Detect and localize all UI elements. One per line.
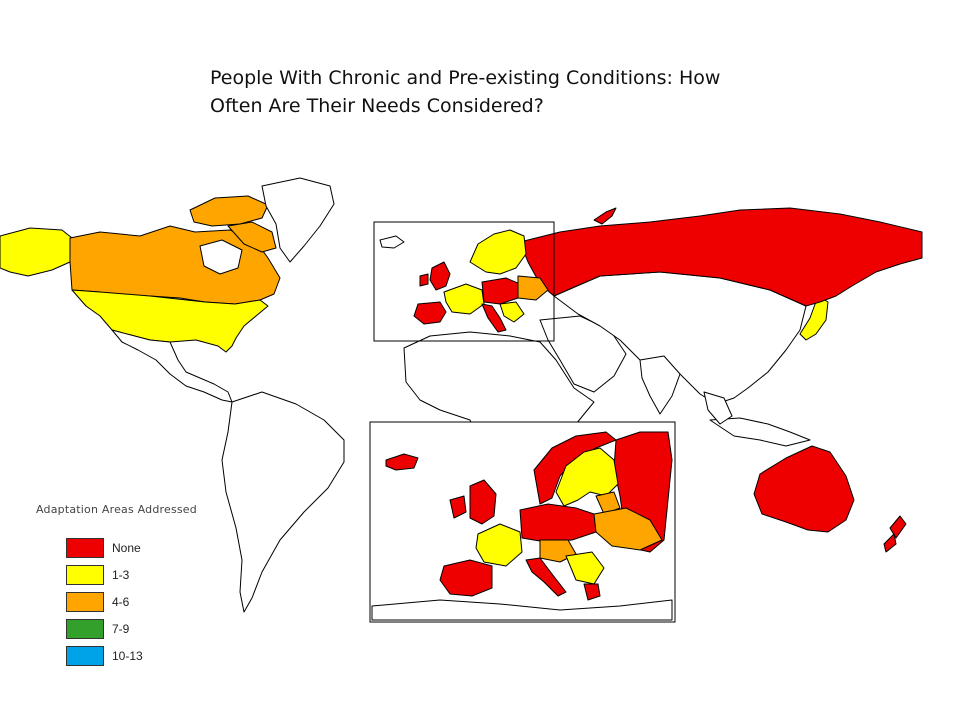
legend-label-1-3: 1-3	[112, 568, 130, 582]
legend-swatch-4-6	[66, 592, 104, 612]
inset-ireland	[449, 495, 467, 519]
inset-iberia	[439, 559, 493, 597]
region-iceland	[379, 235, 405, 249]
region-canada-arctic	[189, 195, 269, 227]
legend-swatch-10-13	[66, 646, 104, 666]
inset-sweden-finland	[555, 447, 619, 507]
legend-label-7-9: 7-9	[112, 622, 130, 636]
region-france-benelux	[443, 283, 485, 315]
inset-eastern-europe	[593, 507, 663, 551]
inset-greece	[583, 583, 601, 601]
region-iberia	[413, 301, 447, 325]
legend-title: Adaptation Areas Addressed	[36, 503, 197, 516]
region-southeast-asia	[703, 391, 733, 425]
map-title: People With Chronic and Pre-existing Con…	[210, 64, 770, 120]
region-eastern-europe	[517, 275, 549, 301]
region-india	[639, 355, 681, 415]
inset-north-africa	[371, 599, 673, 621]
inset-norway	[533, 431, 617, 505]
inset-iceland	[385, 453, 419, 471]
inset-uk	[469, 479, 497, 525]
legend-swatch-1-3	[66, 565, 104, 585]
legend-swatch-none	[66, 538, 104, 558]
inset-balkans	[565, 551, 605, 585]
region-central-europe	[481, 277, 521, 305]
region-balkans	[499, 301, 525, 323]
inset-france	[475, 523, 523, 567]
legend-label-10-13: 10-13	[112, 649, 143, 663]
region-canada-arctic-east	[227, 221, 277, 253]
region-novaya-zemlya	[593, 207, 617, 225]
region-indonesia	[709, 417, 811, 447]
inset-italy	[525, 557, 567, 597]
region-ireland	[419, 273, 429, 287]
region-new-zealand-south	[883, 533, 897, 553]
region-russia	[519, 207, 923, 307]
region-uk	[429, 261, 451, 291]
legend-label-none: None	[112, 541, 141, 555]
europe-inset	[369, 421, 676, 623]
map-title-line-2: Often Are Their Needs Considered?	[210, 95, 544, 117]
region-hudson-bay	[199, 239, 243, 275]
europe-locator-box	[373, 221, 555, 342]
legend-swatch-7-9	[66, 619, 104, 639]
region-alaska	[0, 227, 73, 277]
region-scandinavia	[469, 229, 527, 275]
region-south-america	[221, 391, 345, 613]
map-title-line-1: People With Chronic and Pre-existing Con…	[210, 67, 721, 89]
inset-baltics	[595, 491, 621, 515]
region-greenland	[261, 177, 335, 263]
region-new-zealand	[889, 515, 907, 539]
region-italy	[481, 303, 507, 333]
region-australia	[753, 445, 855, 533]
region-japan	[799, 295, 829, 341]
legend-label-4-6: 4-6	[112, 595, 130, 609]
